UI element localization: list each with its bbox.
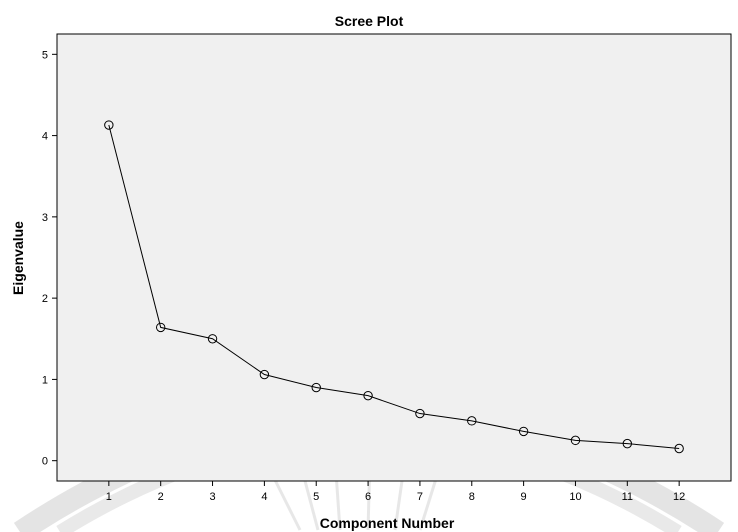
data-point: [311, 382, 321, 393]
x-tick-label: 7: [417, 491, 423, 503]
data-point: [207, 334, 218, 344]
y-tick-label: 2: [42, 293, 48, 305]
data-point: [415, 408, 425, 419]
x-tick-label: 4: [261, 491, 267, 503]
data-point: [104, 120, 114, 130]
series-line: [108, 124, 680, 449]
y-axis-title: Eigenvalue: [10, 221, 26, 295]
plot-area: [56, 33, 732, 482]
chart-title: Scree Plot: [335, 13, 404, 29]
x-tick-label: 2: [158, 491, 164, 503]
x-tick-label: 12: [673, 491, 685, 503]
data-point: [259, 369, 270, 380]
data-point: [674, 443, 684, 454]
y-tick-label: 4: [42, 131, 48, 143]
y-tick-label: 1: [42, 374, 48, 386]
eigenvalue-series: [104, 120, 684, 454]
x-axis-title: Component Number: [320, 515, 455, 531]
x-tick-label: 6: [365, 491, 371, 503]
x-tick-label: 1: [106, 491, 112, 503]
data-point: [518, 426, 529, 437]
data-point: [570, 435, 581, 446]
y-tick-label: 5: [42, 49, 48, 61]
data-point: [622, 438, 633, 449]
y-axis: 0 1 2 3 4 5: [42, 49, 57, 468]
x-tick-label: 8: [469, 491, 475, 503]
data-point: [363, 390, 373, 401]
data-point: [467, 416, 477, 426]
x-tick-label: 9: [521, 491, 527, 503]
x-tick-label: 5: [313, 491, 319, 503]
data-point: [155, 322, 166, 333]
x-tick-label: 11: [622, 491, 633, 503]
y-tick-label: 0: [42, 456, 48, 468]
x-tick-label: 10: [569, 491, 581, 503]
x-tick-label: 3: [209, 491, 215, 503]
y-tick-label: 3: [42, 212, 48, 224]
x-axis: 1 2 3 4 5 6 7 8 9 10 11 12: [106, 481, 685, 503]
